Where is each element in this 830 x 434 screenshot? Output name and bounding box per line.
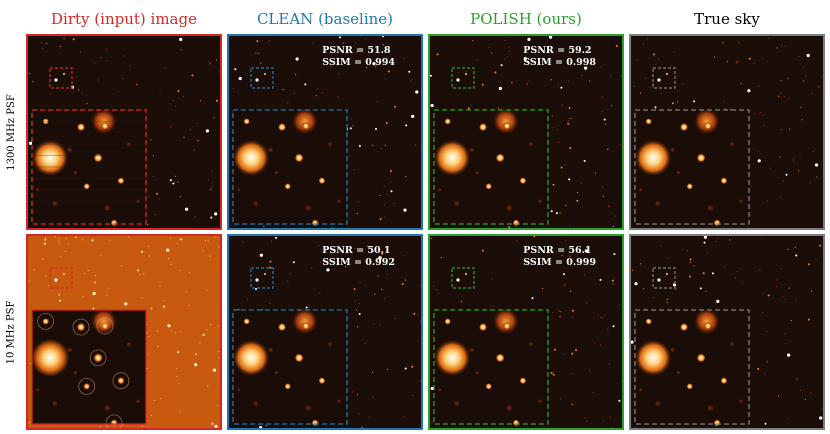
psnr-value: PSNR = 50.1 (322, 245, 391, 256)
panel-polish-10mhz: PSNR = 56.1 SSIM = 0.999 (428, 234, 624, 430)
row-label-10mhz-text: 10 MHz PSF (5, 300, 17, 364)
row-label-1300mhz-text: 1300 MHz PSF (5, 93, 17, 171)
ssim-value: SSIM = 0.999 (523, 257, 596, 268)
panel-clean-10mhz: PSNR = 50.1 SSIM = 0.992 (227, 234, 423, 430)
metrics-polish-1300mhz: PSNR = 59.2 SSIM = 0.998 (523, 45, 596, 69)
panel-dirty-10mhz (26, 234, 222, 430)
psnr-value: PSNR = 51.8 (322, 45, 391, 56)
sky-image (28, 236, 220, 428)
sky-image (631, 36, 823, 228)
panel-true-sky-1300mhz (629, 34, 825, 230)
panel-polish-1300mhz: PSNR = 59.2 SSIM = 0.998 (428, 34, 624, 230)
ssim-value: SSIM = 0.998 (523, 57, 596, 68)
sky-image (430, 36, 622, 228)
psnr-value: PSNR = 56.1 (523, 245, 592, 256)
metrics-clean-1300mhz: PSNR = 51.8 SSIM = 0.994 (322, 45, 395, 69)
column-title-polish: POLISH (ours) (470, 10, 582, 28)
column-title-true-sky: True sky (694, 10, 760, 28)
column-title-clean: CLEAN (baseline) (256, 10, 394, 28)
sky-image (229, 236, 421, 428)
panel-clean-1300mhz: PSNR = 51.8 SSIM = 0.994 (227, 34, 423, 230)
sky-image (430, 236, 622, 428)
psnr-value: PSNR = 59.2 (523, 45, 592, 56)
panel-true-sky-10mhz (629, 234, 825, 430)
sky-image (28, 36, 220, 228)
metrics-polish-10mhz: PSNR = 56.1 SSIM = 0.999 (523, 245, 596, 269)
ssim-value: SSIM = 0.992 (322, 257, 395, 268)
row-label-10mhz: 10 MHz PSF (0, 234, 22, 430)
panel-dirty-1300mhz (26, 34, 222, 230)
metrics-clean-10mhz: PSNR = 50.1 SSIM = 0.992 (322, 245, 395, 269)
sky-image (631, 236, 823, 428)
sky-image (229, 36, 421, 228)
row-label-1300mhz: 1300 MHz PSF (0, 34, 22, 230)
ssim-value: SSIM = 0.994 (322, 57, 395, 68)
column-title-dirty: Dirty (input) image (51, 10, 197, 28)
